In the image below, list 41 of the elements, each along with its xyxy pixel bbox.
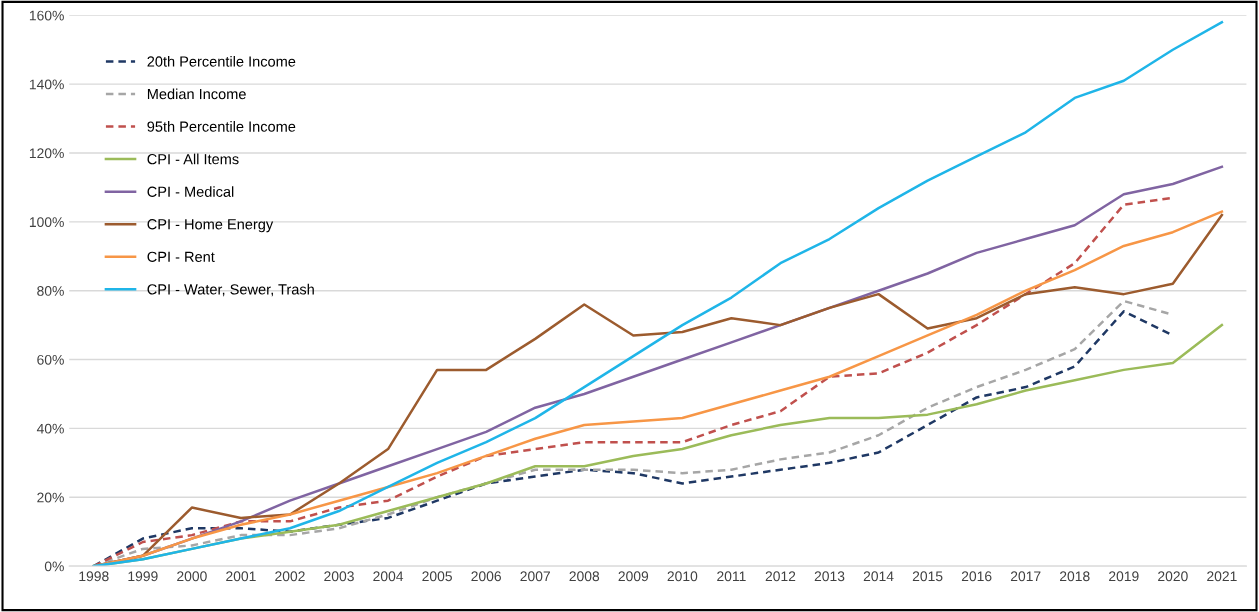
legend-label: 95th Percentile Income [147, 121, 296, 132]
x-tick-label: 2020 [1158, 571, 1188, 582]
x-tick-label: 2003 [324, 571, 354, 582]
x-tick-label: 2009 [618, 571, 649, 582]
x-tick-label: 2019 [1109, 571, 1139, 582]
y-tick-label: 60% [37, 354, 64, 365]
x-tick-label: 2017 [1010, 571, 1041, 582]
legend-label: CPI - All Items [147, 153, 239, 165]
x-tick-label: 2010 [667, 571, 698, 582]
y-tick-label: 160% [29, 10, 64, 21]
legend-label: CPI - Water, Sewer, Trash [147, 283, 314, 297]
legend-label: CPI - Home Energy [147, 219, 274, 233]
y-tick-label: 140% [29, 79, 64, 90]
x-tick-label: 2021 [1207, 571, 1237, 582]
x-tick-label: 2007 [520, 571, 550, 582]
legend-label: Median Income [147, 88, 246, 100]
legend-label: CPI - Medical [147, 186, 234, 197]
y-tick-label: 20% [37, 492, 64, 503]
x-tick-label: 2004 [373, 571, 404, 582]
x-tick-label: 2001 [226, 571, 256, 582]
y-tick-label: 100% [29, 217, 64, 228]
x-tick-label: 2018 [1059, 571, 1090, 582]
y-tick-label: 120% [29, 148, 64, 159]
x-tick-label: 2014 [863, 571, 894, 582]
x-tick-label: 2015 [912, 571, 943, 582]
x-tick-label: 2002 [275, 571, 305, 582]
legend-label: 20th Percentile Income [147, 55, 296, 67]
legend-label: CPI - Rent [147, 251, 215, 262]
x-tick-label: 2005 [422, 571, 452, 582]
x-tick-label: 2016 [961, 571, 992, 582]
x-tick-label: 2013 [814, 571, 845, 582]
y-tick-label: 0% [44, 561, 64, 572]
x-tick-label: 1999 [128, 571, 158, 582]
x-tick-label: 2008 [569, 571, 600, 582]
x-tick-label: 2000 [177, 571, 207, 582]
x-tick-label: 1998 [79, 571, 109, 582]
x-tick-label: 2011 [717, 571, 746, 582]
x-tick-label: 2012 [765, 571, 796, 582]
y-tick-label: 80% [37, 286, 64, 296]
y-tick-label: 40% [36, 423, 64, 434]
x-tick-label: 2006 [471, 571, 501, 582]
